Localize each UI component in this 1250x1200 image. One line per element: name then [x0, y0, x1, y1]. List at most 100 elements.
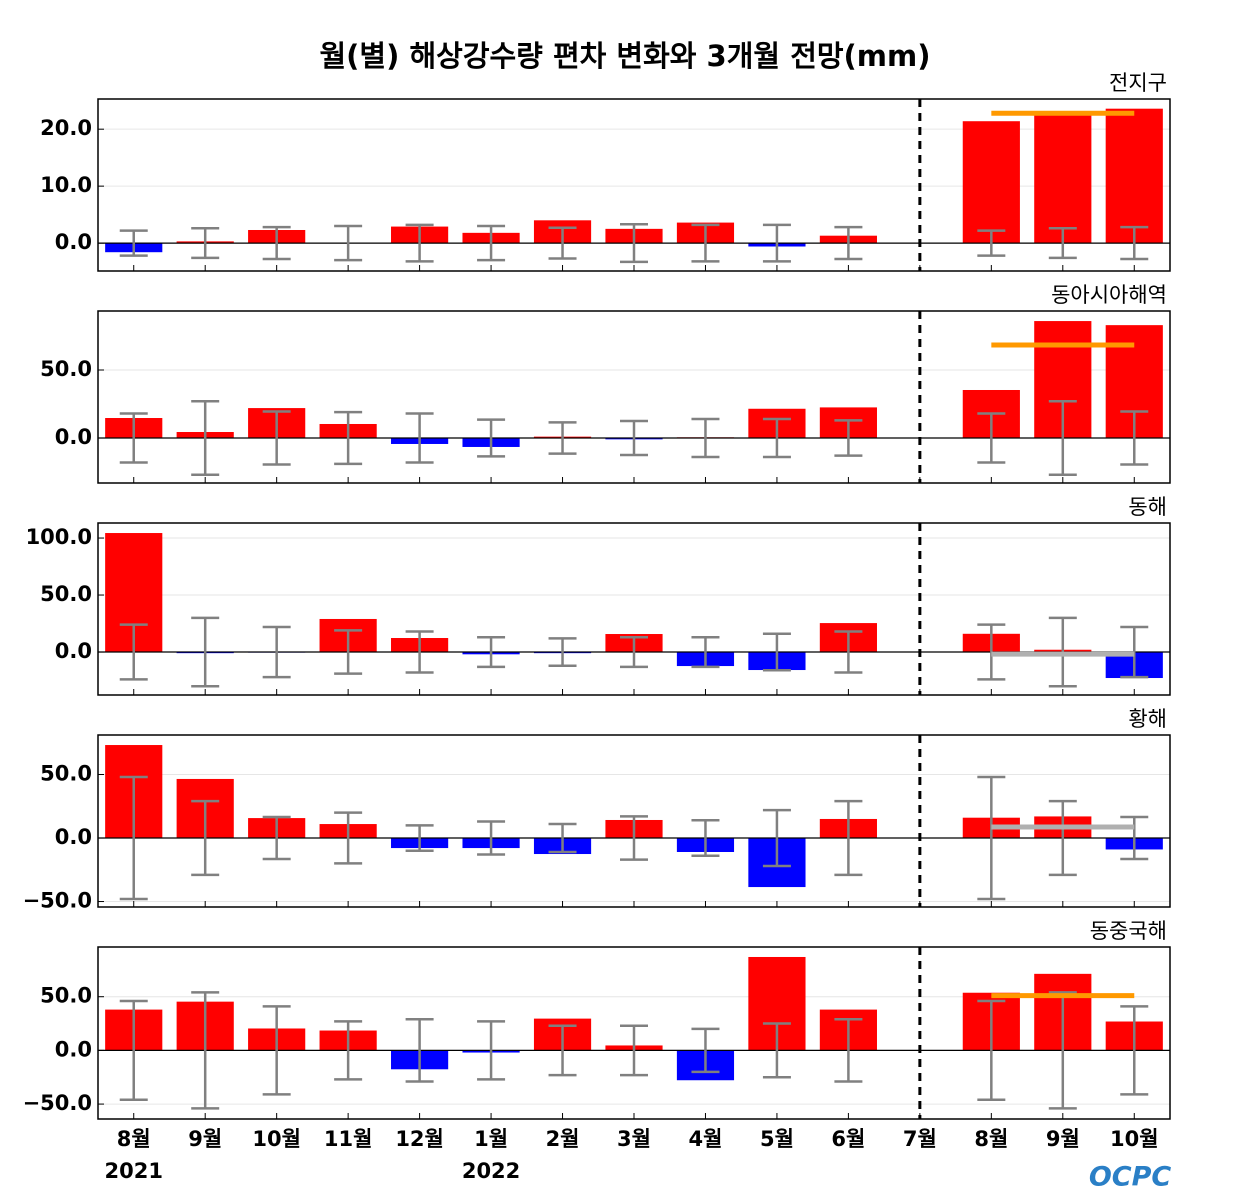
x-tick-label: 7월 — [903, 1127, 937, 1151]
error-bar — [762, 417, 791, 459]
error-bar — [191, 400, 220, 476]
error-bar — [405, 630, 434, 674]
error-bar — [1048, 400, 1077, 476]
error-bar — [262, 225, 291, 261]
error-bar — [191, 227, 220, 260]
error-bar — [405, 223, 434, 263]
logo: OCPC — [1089, 1162, 1172, 1193]
error-bar — [119, 412, 148, 464]
bar — [962, 121, 1020, 244]
y-tick-label: 0.0 — [55, 230, 92, 254]
error-bar — [334, 811, 363, 865]
error-bar — [834, 1018, 863, 1083]
error-bar — [548, 822, 577, 854]
error-bar — [477, 224, 506, 262]
error-bar — [262, 410, 291, 466]
error-bar — [262, 1005, 291, 1096]
error-bar — [548, 226, 577, 260]
panel-title: 동아시아해역 — [1051, 283, 1167, 307]
error-bar — [762, 223, 791, 263]
y-tick-label: 0.0 — [55, 639, 92, 663]
error-bar — [119, 775, 148, 901]
x-tick-label: 12월 — [395, 1127, 444, 1151]
error-bar — [691, 818, 720, 858]
error-bar — [834, 419, 863, 457]
error-bar — [334, 224, 363, 262]
panel-title: 동해 — [1128, 495, 1167, 519]
x-tick-label: 11월 — [324, 1127, 373, 1151]
error-bar — [334, 629, 363, 675]
x-tick-label: 6월 — [831, 1127, 865, 1151]
error-bar — [262, 625, 291, 679]
error-bar — [119, 999, 148, 1102]
y-tick-label: 100.0 — [26, 525, 92, 549]
error-bar — [762, 632, 791, 672]
error-bar — [762, 808, 791, 868]
error-bar — [762, 1022, 791, 1079]
error-bar — [620, 419, 648, 457]
error-bar — [1120, 225, 1149, 261]
error-bar — [548, 1024, 577, 1077]
error-bar — [548, 421, 577, 455]
error-bar — [1048, 799, 1077, 877]
y-tick-label: 0.0 — [55, 1037, 92, 1061]
y-tick-label: 50.0 — [40, 762, 92, 786]
y-tick-label: 50.0 — [40, 582, 92, 606]
error-bar — [1048, 227, 1077, 260]
error-bar — [477, 418, 506, 458]
error-bar — [119, 229, 148, 257]
error-bar — [405, 412, 434, 464]
error-bar — [620, 815, 648, 861]
error-bar — [977, 229, 1006, 257]
x-tick-label: 4월 — [688, 1127, 722, 1151]
panel-frame — [97, 522, 1171, 696]
x-tick-label: 10월 — [252, 1127, 301, 1151]
panel-title: 전지구 — [1109, 71, 1167, 95]
error-bar — [977, 775, 1006, 901]
error-bar — [1120, 410, 1149, 466]
error-bar — [477, 635, 506, 669]
year-label: 2022 — [462, 1159, 520, 1183]
x-tick-label: 8월 — [117, 1127, 151, 1151]
error-bar — [691, 1027, 720, 1074]
error-bar — [1048, 991, 1077, 1110]
panel-frame — [97, 946, 1171, 1120]
error-bar — [620, 223, 648, 264]
error-bar — [405, 824, 434, 852]
error-bar — [191, 799, 220, 877]
error-bar — [262, 815, 291, 861]
error-bar — [191, 991, 220, 1110]
x-tick-label: 10월 — [1110, 1127, 1159, 1151]
y-tick-label: 20.0 — [40, 116, 92, 140]
error-bar — [691, 417, 720, 459]
year-label: 2021 — [105, 1159, 163, 1183]
error-bar — [977, 999, 1006, 1102]
x-tick-label: 2월 — [546, 1127, 580, 1151]
error-bar — [477, 820, 506, 856]
chart-title: 월(별) 해상강수량 편차 변화와 3개월 전망(mm) — [320, 39, 931, 73]
error-bar — [620, 635, 648, 669]
x-tick-label: 8월 — [974, 1127, 1008, 1151]
panel-frame — [97, 98, 1171, 272]
bar — [1105, 108, 1163, 244]
y-tick-label: 50.0 — [40, 357, 92, 381]
error-bar — [191, 616, 220, 688]
error-bar — [977, 412, 1006, 464]
x-tick-label: 9월 — [188, 1127, 222, 1151]
y-tick-label: 0.0 — [55, 825, 92, 849]
error-bar — [405, 1018, 434, 1083]
panel-frame — [97, 310, 1171, 484]
error-bar — [691, 223, 720, 263]
y-tick-label: 10.0 — [40, 173, 92, 197]
error-bar — [334, 410, 363, 466]
error-bar — [691, 635, 720, 669]
bar — [1034, 112, 1092, 244]
x-tick-label: 9월 — [1046, 1127, 1080, 1151]
error-bar — [1120, 815, 1149, 861]
error-bar — [834, 225, 863, 261]
x-tick-label: 1월 — [474, 1127, 508, 1151]
x-tick-label: 3월 — [617, 1127, 651, 1151]
x-tick-label: 5월 — [760, 1127, 794, 1151]
y-tick-label: 50.0 — [40, 984, 92, 1008]
